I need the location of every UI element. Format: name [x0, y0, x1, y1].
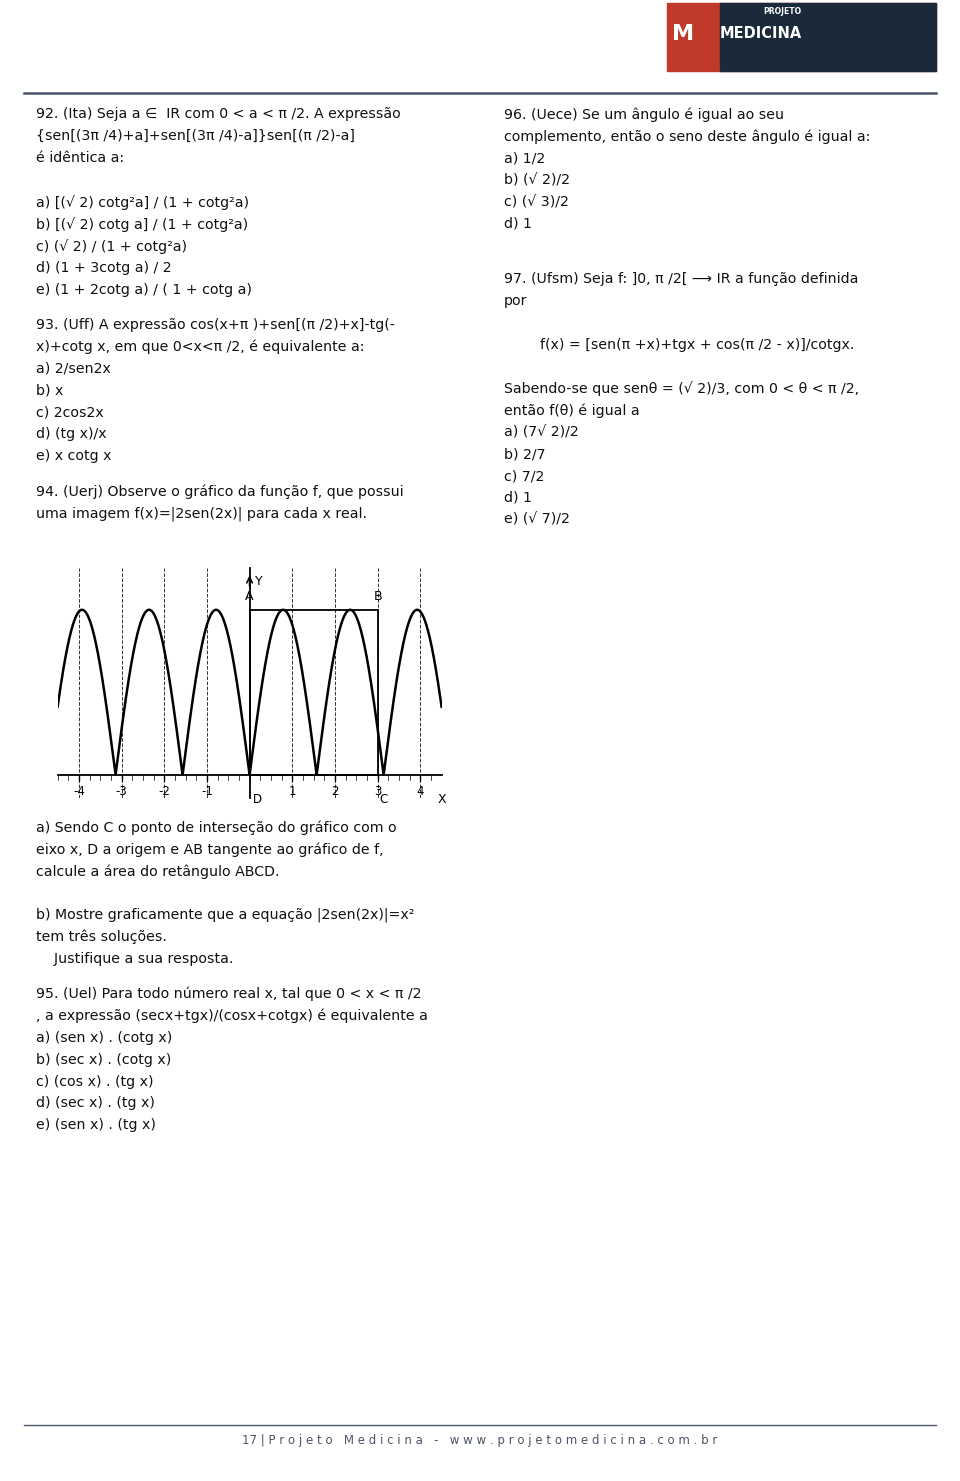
Text: complemento, então o seno deste ângulo é igual a:: complemento, então o seno deste ângulo é…: [504, 129, 871, 144]
Text: c) (√ 3)/2: c) (√ 3)/2: [504, 195, 569, 209]
Text: é idêntica a:: é idêntica a:: [36, 151, 125, 166]
Text: f(x) = [sen(π +x)+tgx + cos(π /2 - x)]/cotgx.: f(x) = [sen(π +x)+tgx + cos(π /2 - x)]/c…: [504, 338, 854, 351]
Text: 94. (Uerj) Observe o gráfico da função f, que possui: 94. (Uerj) Observe o gráfico da função f…: [36, 484, 404, 499]
Text: e) (sen x) . (tg x): e) (sen x) . (tg x): [36, 1118, 156, 1133]
Text: d) (1 + 3cotg a) / 2: d) (1 + 3cotg a) / 2: [36, 261, 172, 275]
Text: a) Sendo C o ponto de interseção do gráfico com o: a) Sendo C o ponto de interseção do gráf…: [36, 820, 397, 835]
Text: b) Mostre graficamente que a equação |2sen(2x)|=x²: b) Mostre graficamente que a equação |2s…: [36, 908, 415, 923]
Text: uma imagem f(x)=|2sen(2x)| para cada x real.: uma imagem f(x)=|2sen(2x)| para cada x r…: [36, 507, 368, 521]
Text: Sabendo-se que senθ = (√ 2)/3, com 0 < θ < π /2,: Sabendo-se que senθ = (√ 2)/3, com 0 < θ…: [504, 382, 859, 395]
Text: X: X: [438, 794, 445, 806]
Text: MEDICINA: MEDICINA: [720, 27, 803, 41]
Text: a) 2/sen2x: a) 2/sen2x: [36, 361, 111, 376]
Text: calcule a área do retângulo ABCD.: calcule a área do retângulo ABCD.: [36, 863, 280, 878]
Text: tem três soluções.: tem três soluções.: [36, 930, 167, 945]
Text: C: C: [380, 794, 388, 806]
Text: x)+cotg x, em que 0<x<π /2, é equivalente a:: x)+cotg x, em que 0<x<π /2, é equivalent…: [36, 339, 365, 354]
Text: 92. (Ita) Seja a ∈  IR com 0 < a < π /2. A expressão: 92. (Ita) Seja a ∈ IR com 0 < a < π /2. …: [36, 107, 401, 121]
Text: e) x cotg x: e) x cotg x: [36, 449, 112, 464]
Text: A: A: [246, 589, 253, 603]
Text: PROJETO: PROJETO: [763, 7, 802, 16]
Text: a) [(√ 2) cotg²a] / (1 + cotg²a): a) [(√ 2) cotg²a] / (1 + cotg²a): [36, 195, 250, 210]
Text: b) (sec x) . (cotg x): b) (sec x) . (cotg x): [36, 1053, 172, 1066]
Text: eixo x, D a origem e AB tangente ao gráfico de f,: eixo x, D a origem e AB tangente ao gráf…: [36, 843, 384, 856]
Text: a) (sen x) . (cotg x): a) (sen x) . (cotg x): [36, 1031, 173, 1044]
Text: 97. (Ufsm) Seja f: ]0, π /2[ ⟶ IR a função definida: 97. (Ufsm) Seja f: ]0, π /2[ ⟶ IR a funç…: [504, 273, 858, 286]
Text: Justifique a sua resposta.: Justifique a sua resposta.: [36, 952, 234, 966]
Text: B: B: [373, 589, 382, 603]
Text: b) 2/7: b) 2/7: [504, 447, 545, 461]
Text: 96. (Uece) Se um ângulo é igual ao seu: 96. (Uece) Se um ângulo é igual ao seu: [504, 107, 784, 121]
Text: 17 | P r o j e t o   M e d i c i n a   -   w w w . p r o j e t o m e d i c i n a: 17 | P r o j e t o M e d i c i n a - w w…: [242, 1434, 718, 1447]
Text: d) (tg x)/x: d) (tg x)/x: [36, 428, 108, 441]
Text: c) 2cos2x: c) 2cos2x: [36, 406, 105, 419]
Text: c) (√ 2) / (1 + cotg²a): c) (√ 2) / (1 + cotg²a): [36, 238, 187, 253]
Text: e) (√ 7)/2: e) (√ 7)/2: [504, 512, 570, 527]
Text: 93. (Uff) A expressão cos(x+π )+sen[(π /2)+x]-tg(-: 93. (Uff) A expressão cos(x+π )+sen[(π /…: [36, 318, 396, 332]
Text: 95. (Uel) Para todo número real x, tal que 0 < x < π /2: 95. (Uel) Para todo número real x, tal q…: [36, 986, 422, 1001]
Text: c) 7/2: c) 7/2: [504, 469, 544, 483]
Text: por: por: [504, 293, 527, 308]
Text: b) [(√ 2) cotg a] / (1 + cotg²a): b) [(√ 2) cotg a] / (1 + cotg²a): [36, 218, 249, 231]
Text: , a expressão (secx+tgx)/(cosx+cotgx) é equivalente a: , a expressão (secx+tgx)/(cosx+cotgx) é …: [36, 1009, 428, 1023]
Text: {sen[(3π /4)+a]+sen[(3π /4)-a]}sen[(π /2)-a]: {sen[(3π /4)+a]+sen[(3π /4)-a]}sen[(π /2…: [36, 129, 355, 144]
Bar: [667, 3, 936, 71]
Text: Y: Y: [254, 575, 262, 588]
Text: b) (√ 2)/2: b) (√ 2)/2: [504, 173, 570, 187]
Bar: [250, 610, 377, 775]
Text: D: D: [253, 794, 262, 806]
Text: então f(θ) é igual a: então f(θ) é igual a: [504, 403, 639, 418]
Text: d) 1: d) 1: [504, 492, 532, 505]
Text: a) 1/2: a) 1/2: [504, 151, 545, 166]
Text: c) (cos x) . (tg x): c) (cos x) . (tg x): [36, 1075, 154, 1089]
Text: M: M: [672, 24, 694, 43]
Bar: [720, 3, 936, 71]
Text: e) (1 + 2cotg a) / ( 1 + cotg a): e) (1 + 2cotg a) / ( 1 + cotg a): [36, 283, 252, 296]
Text: a) (7√ 2)/2: a) (7√ 2)/2: [504, 425, 579, 440]
Text: d) 1: d) 1: [504, 218, 532, 231]
Text: d) (sec x) . (tg x): d) (sec x) . (tg x): [36, 1096, 156, 1111]
Text: b) x: b) x: [36, 384, 64, 397]
